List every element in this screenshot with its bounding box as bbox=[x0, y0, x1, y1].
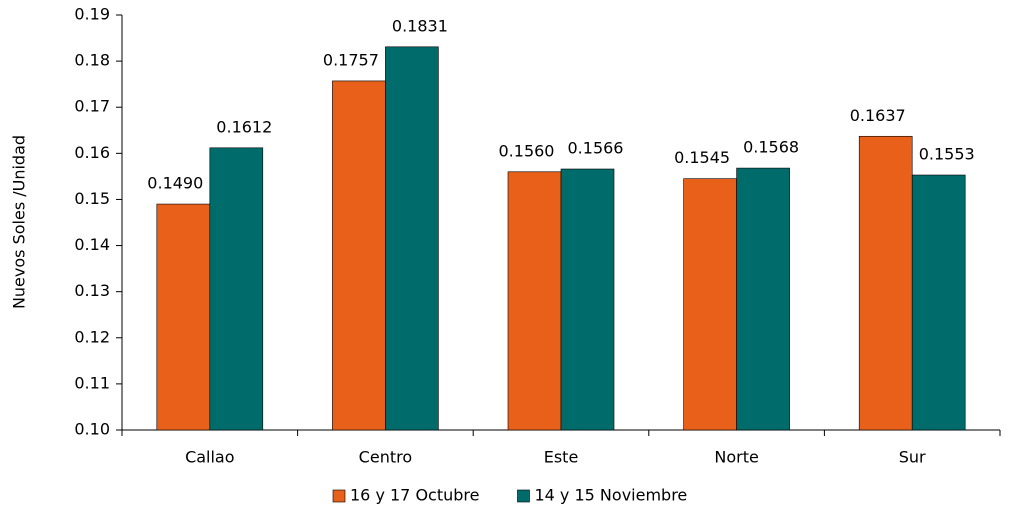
legend-label: 16 y 17 Octubre bbox=[350, 486, 479, 505]
y-tick-label: 0.15 bbox=[74, 189, 110, 208]
bar bbox=[736, 167, 790, 431]
x-tick-label: Este bbox=[544, 448, 579, 467]
y-tick-label: 0.14 bbox=[74, 235, 110, 254]
legend-label: 14 y 15 Noviembre bbox=[534, 486, 687, 505]
value-label: 0.1637 bbox=[850, 106, 906, 125]
y-axis-label: Nuevos Soles /Unidad bbox=[10, 135, 29, 309]
value-label: 0.1560 bbox=[499, 141, 555, 160]
legend-swatch bbox=[332, 489, 346, 503]
value-label: 0.1545 bbox=[674, 148, 730, 167]
bar bbox=[385, 46, 439, 431]
value-label: 0.1757 bbox=[323, 50, 379, 69]
legend-swatch bbox=[517, 489, 530, 503]
y-tick-label: 0.11 bbox=[74, 373, 110, 392]
x-tick-label: Callao bbox=[185, 448, 234, 467]
bar bbox=[858, 135, 913, 431]
y-tick-label: 0.17 bbox=[74, 97, 110, 116]
value-label: 0.1612 bbox=[216, 117, 272, 136]
y-tick-label: 0.10 bbox=[74, 420, 110, 439]
y-tick-label: 0.18 bbox=[74, 51, 110, 70]
value-label: 0.1553 bbox=[919, 145, 975, 164]
value-label: 0.1566 bbox=[568, 139, 624, 158]
bar bbox=[156, 203, 211, 431]
bar bbox=[683, 178, 737, 431]
bar bbox=[507, 171, 562, 431]
value-label: 0.1490 bbox=[147, 174, 203, 193]
y-tick-label: 0.13 bbox=[74, 281, 110, 300]
y-tick-label: 0.16 bbox=[74, 143, 110, 162]
bar bbox=[911, 174, 966, 431]
bar bbox=[560, 168, 615, 431]
value-label: 0.1568 bbox=[743, 138, 799, 157]
value-label: 0.1831 bbox=[392, 16, 448, 35]
bar bbox=[209, 147, 264, 431]
x-tick-label: Centro bbox=[359, 448, 412, 467]
x-tick-label: Norte bbox=[714, 448, 758, 467]
y-tick-label: 0.19 bbox=[74, 5, 110, 24]
x-tick-label: Sur bbox=[899, 448, 926, 467]
y-tick-label: 0.12 bbox=[74, 327, 110, 346]
bar bbox=[332, 80, 386, 431]
